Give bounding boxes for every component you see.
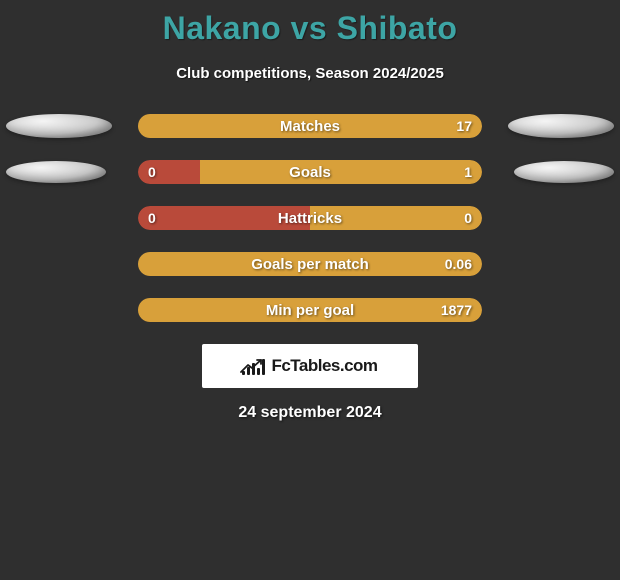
page-subtitle: Club competitions, Season 2024/2025: [0, 65, 620, 82]
icon-bar: [262, 359, 265, 375]
stat-label: Matches: [138, 114, 482, 138]
stat-value-right: 1: [464, 160, 472, 184]
stat-bar: Matches17: [138, 114, 482, 138]
stat-value-right: 0.06: [445, 252, 472, 276]
stat-value-left: 0: [148, 160, 156, 184]
player-marker-left: [6, 114, 112, 138]
player-marker-right: [514, 161, 614, 183]
stat-label: Hattricks: [138, 206, 482, 230]
stat-label: Goals per match: [138, 252, 482, 276]
stat-value-right: 17: [456, 114, 472, 138]
stat-row: Goals per match0.06: [0, 252, 620, 276]
stat-label: Goals: [138, 160, 482, 184]
player-marker-right: [508, 114, 614, 138]
page-title: Nakano vs Shibato: [0, 0, 620, 47]
stat-value-right: 0: [464, 206, 472, 230]
stat-bar: Hattricks0 0: [138, 206, 482, 230]
stat-row: Goals0 1: [0, 160, 620, 184]
stat-row: Min per goal1877: [0, 298, 620, 322]
player-marker-left: [6, 161, 106, 183]
comparison-rows: Matches17Goals01Hattricks00Goals per mat…: [0, 114, 620, 322]
stat-value-left: 0: [148, 206, 156, 230]
bar-chart-icon: [242, 357, 265, 375]
stat-row: Matches17: [0, 114, 620, 138]
stat-row: Hattricks0 0: [0, 206, 620, 230]
attribution-text: FcTables.com: [271, 356, 377, 376]
attribution-badge: FcTables.com: [202, 344, 418, 388]
stat-bar: Min per goal1877: [138, 298, 482, 322]
trend-arrow-icon: [240, 359, 262, 373]
stat-label: Min per goal: [138, 298, 482, 322]
stat-bar: Goals0 1: [138, 160, 482, 184]
stat-value-right: 1877: [441, 298, 472, 322]
stat-bar: Goals per match0.06: [138, 252, 482, 276]
date-text: 24 september 2024: [0, 404, 620, 422]
